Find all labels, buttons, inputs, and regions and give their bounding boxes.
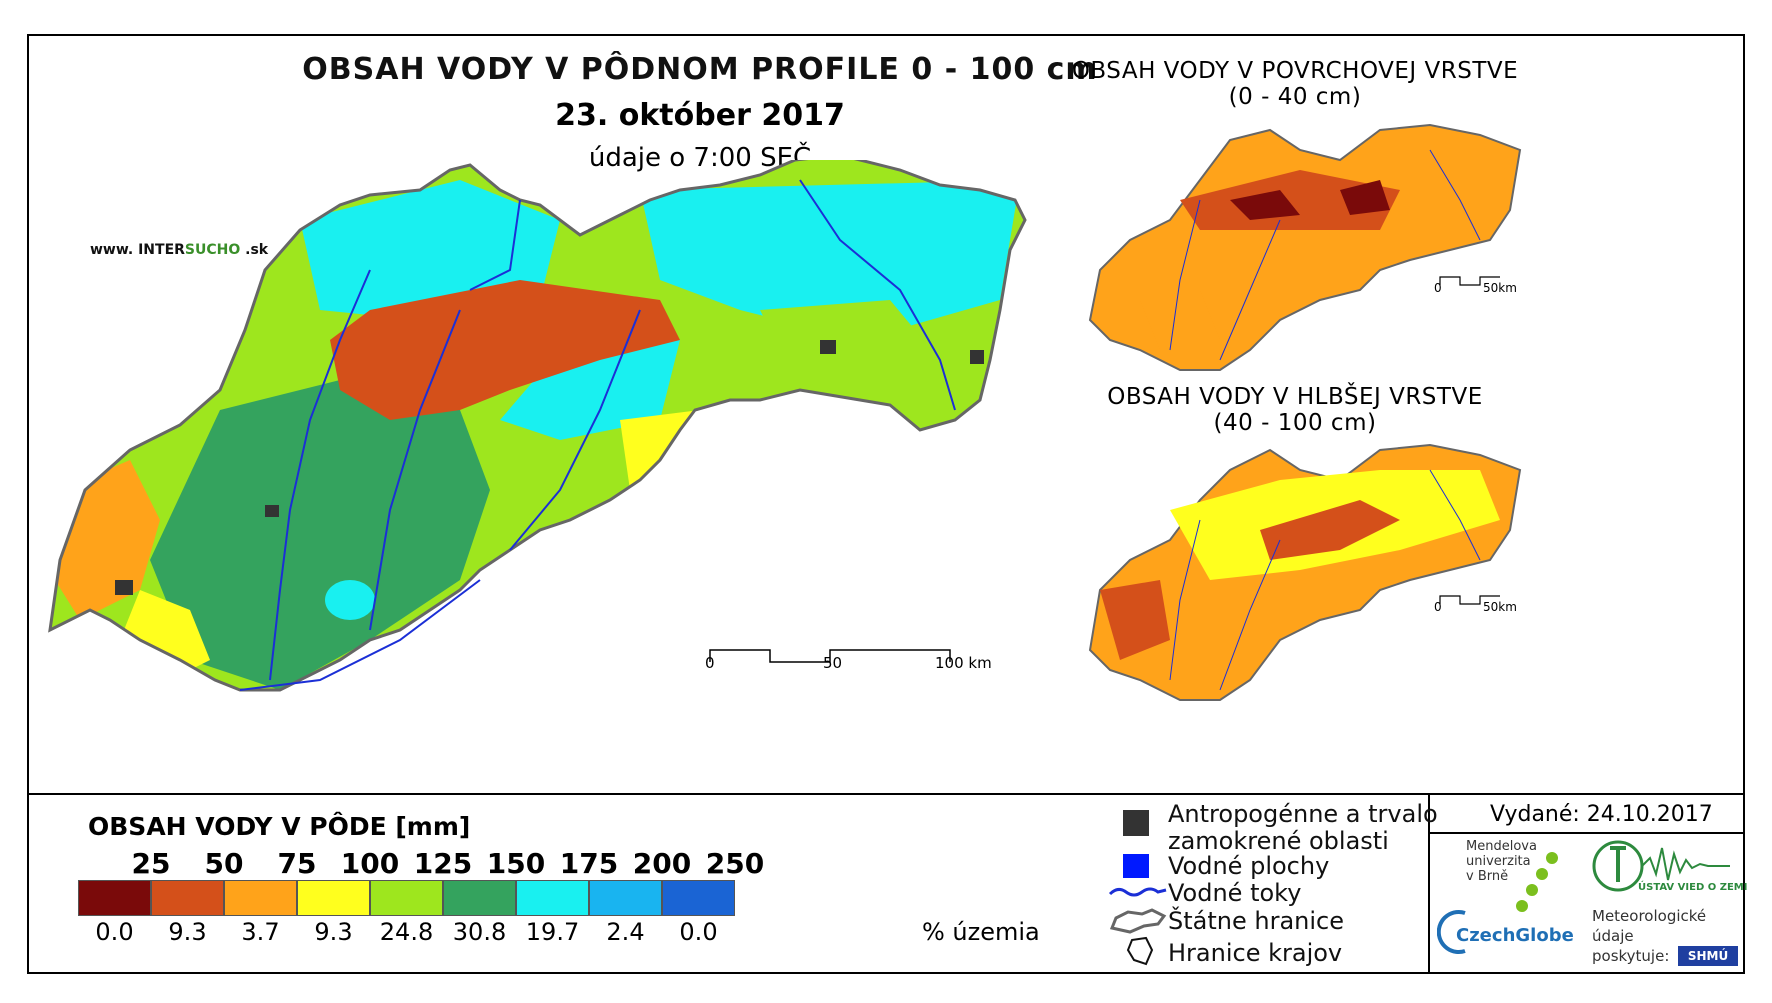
uvgz-logo [1590,838,1740,900]
inset-top-scale-bar [1438,272,1518,291]
inset-bottom-scale-bar [1438,591,1518,610]
main-scale-label-0: 0 [705,654,715,672]
inset-top-scale-50: 50km [1483,281,1517,295]
legend-percent-3: 9.3 [314,918,353,946]
website-label: www. INTERSUCHO .sk [90,242,269,258]
main-scale-bar [708,648,1008,668]
legend-threshold-3: 100 [340,847,400,880]
legend-swatch-4 [370,880,443,916]
legend-threshold-5: 150 [486,847,546,880]
anthropogenic-label: Antropogénne a trvalo zamokrené oblasti [1168,800,1438,855]
legend-threshold-8: 250 [705,847,765,880]
streams-symbol [1108,884,1168,904]
main-scale-label-50: 50 [823,654,843,672]
shmu-logo: SHMÚ [1678,946,1738,966]
mendel-dots-logo [1500,848,1560,922]
main-map-date: 23. október 2017 [555,98,845,133]
legend-swatch-6 [516,880,589,916]
legend-percent-8: 0.0 [679,918,718,946]
issued-date: Vydané: 24.10.2017 [1490,802,1713,827]
legend-swatch-8 [662,880,735,916]
inset-bottom-scale-0: 0 [1434,600,1442,614]
legend-divider-2 [1428,832,1745,834]
water-bodies-label: Vodné plochy [1168,852,1330,880]
legend-percent-7: 2.4 [606,918,645,946]
inset-bottom-scale-50: 50km [1483,600,1517,614]
legend-swatch-3 [297,880,370,916]
czechglobe-logo-text: CzechGlobe [1456,925,1574,946]
figure-frame [27,34,1745,974]
legend-percent-0: 0.0 [95,918,134,946]
state-border-symbol [1108,908,1168,938]
legend-panel [27,793,1745,974]
anthropogenic-swatch [1123,810,1149,836]
region-border-label: Hranice krajov [1168,939,1343,967]
legend-swatch-2 [224,880,297,916]
inset-bottom-map [1080,440,1540,740]
legend-threshold-0: 25 [131,847,171,880]
legend-threshold-4: 125 [413,847,473,880]
main-soil-water-map [40,160,1190,790]
czechglobe-logo-mark [1436,907,1477,961]
inset-bottom-title: OBSAH VODY V HLBŠEJ VRSTVE (40 - 100 cm) [1107,384,1483,436]
legend-swatch-5 [443,880,516,916]
legend-threshold-2: 75 [277,847,317,880]
inset-top-title: OBSAH VODY V POVRCHOVEJ VRSTVE (0 - 40 c… [1071,58,1519,110]
legend-percent-1: 9.3 [168,918,207,946]
legend-threshold-1: 50 [204,847,244,880]
main-map-title: OBSAH VODY V PÔDNOM PROFILE 0 - 100 cm [302,52,1098,87]
legend-divider-1 [1428,793,1430,974]
uvgz-logo-text: ÚSTAV VIED O ZEMI [1638,882,1748,893]
inset-top-scale-0: 0 [1434,281,1442,295]
legend-title: OBSAH VODY V PÔDE [mm] [88,812,471,841]
main-scale-label-100: 100 km [935,654,992,672]
legend-percent-unit: % územia [922,918,1040,946]
legend-swatch-0 [78,880,151,916]
legend-percent-6: 19.7 [525,918,580,946]
streams-label: Vodné toky [1168,879,1302,907]
legend-percent-2: 3.7 [241,918,280,946]
legend-threshold-7: 200 [632,847,692,880]
meteo-provider-text: Meteorologické údaje poskytuje: [1592,907,1707,965]
legend-swatch-1 [151,880,224,916]
legend-threshold-6: 175 [559,847,619,880]
state-border-label: Štátne hranice [1168,907,1344,935]
water-bodies-swatch [1123,854,1149,878]
legend-percent-5: 30.8 [452,918,507,946]
legend-percent-4: 24.8 [379,918,434,946]
mendel-university-logo-text: Mendelova univerzita v Brně [1466,839,1537,884]
region-border-symbol [1126,936,1156,972]
legend-swatch-7 [589,880,662,916]
inset-top-map [1080,120,1540,410]
